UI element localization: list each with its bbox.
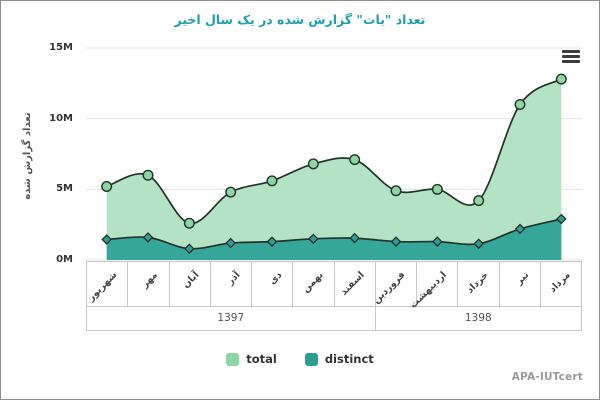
total-point-marker[interactable] xyxy=(473,195,485,207)
x-axis-month-label: خرداد xyxy=(464,269,491,296)
legend-item-total[interactable]: total xyxy=(226,352,277,366)
total-point-marker[interactable] xyxy=(514,99,526,111)
legend-swatch-distinct xyxy=(304,352,318,366)
distinct-point-marker[interactable] xyxy=(142,232,154,243)
x-axis-month-label: آذر xyxy=(225,269,243,288)
distinct-point-marker[interactable] xyxy=(184,243,195,255)
x-axis-month-cell: مرداد xyxy=(541,262,581,306)
y-tick-label: 10M xyxy=(49,112,73,124)
x-axis-month-cell: خرداد xyxy=(458,262,500,306)
distinct-point-marker[interactable] xyxy=(514,223,526,235)
x-axis-month-label: آبان xyxy=(180,269,202,291)
x-axis-month-cell: دی xyxy=(252,262,294,306)
x-axis-month-cell: فروردین xyxy=(371,262,417,306)
distinct-point-marker[interactable] xyxy=(556,213,567,225)
total-point-marker[interactable] xyxy=(266,175,278,187)
x-axis-month-label: دی xyxy=(266,269,285,288)
x-axis-month-cell: بهمن xyxy=(293,262,335,306)
x-axis-month-cell: شهریور xyxy=(85,262,129,306)
x-axis-month-label: اسفند xyxy=(338,269,367,298)
distinct-point-marker[interactable] xyxy=(473,238,484,250)
x-axis-year-label: 1398 xyxy=(464,312,492,324)
x-axis-year-label: 1397 xyxy=(87,306,376,330)
legend-label-total: total xyxy=(246,352,277,366)
x-axis-month-label: فروردین xyxy=(371,269,408,307)
chart-export-menu-button[interactable] xyxy=(562,50,580,63)
legend-swatch-total xyxy=(226,352,240,366)
x-axis-month-cell: آذر xyxy=(211,262,252,306)
x-axis-month-cell: اردیبهشت xyxy=(408,262,459,311)
distinct-point-marker[interactable] xyxy=(308,233,319,245)
total-point-marker[interactable] xyxy=(183,217,195,229)
total-point-marker[interactable] xyxy=(225,186,237,198)
total-point-marker[interactable] xyxy=(101,181,113,193)
chart-title: تعداد "بات" گزارش شده در یک سال اخیر xyxy=(174,12,426,27)
distinct-point-marker[interactable] xyxy=(390,236,402,247)
total-point-marker[interactable] xyxy=(431,183,443,195)
x-axis-month-cell: آبان xyxy=(170,262,211,306)
distinct-point-marker[interactable] xyxy=(225,237,236,249)
plot-area xyxy=(86,47,582,261)
series-total-area xyxy=(106,79,562,260)
y-tick-label: 5M xyxy=(56,183,73,195)
x-axis-month-labels: شهریور مهر آبان آذر دی بهمن اسفند فروردین اردیبه… xyxy=(85,261,582,311)
x-axis-month-label: شهریور xyxy=(85,269,120,304)
distinct-point-marker[interactable] xyxy=(349,232,360,244)
hamburger-icon xyxy=(562,55,580,58)
total-point-marker[interactable] xyxy=(142,169,154,181)
y-tick-label: 15M xyxy=(49,42,73,53)
x-axis-month-cell: اسفند xyxy=(335,262,376,306)
total-point-marker[interactable] xyxy=(349,154,361,166)
y-tick-label: 0M xyxy=(56,254,73,265)
total-point-marker[interactable] xyxy=(307,158,319,170)
x-axis-year-labels: 1397 1398 xyxy=(86,306,582,331)
distinct-point-marker[interactable] xyxy=(101,234,112,245)
x-axis-month-label: بهمن xyxy=(299,269,326,295)
distinct-point-marker[interactable] xyxy=(266,236,278,247)
x-axis-month-label: مهر xyxy=(139,269,161,291)
legend-item-distinct[interactable]: distinct xyxy=(304,352,374,366)
hamburger-icon xyxy=(562,50,580,53)
distinct-point-marker[interactable] xyxy=(432,236,443,247)
total-point-marker[interactable] xyxy=(390,185,402,197)
series-distinct-area xyxy=(106,219,562,260)
x-axis-month-label: مرداد xyxy=(547,269,573,295)
hamburger-icon xyxy=(562,60,580,63)
x-axis-month-cell: مهر xyxy=(128,262,170,306)
x-axis-month-label: تیر xyxy=(514,269,532,287)
watermark: APA-IUTcert xyxy=(511,371,583,383)
legend: total distinct xyxy=(1,352,599,366)
total-point-marker[interactable] xyxy=(555,73,567,85)
x-axis-month-cell: تیر xyxy=(500,262,541,306)
legend-label-distinct: distinct xyxy=(324,352,374,366)
